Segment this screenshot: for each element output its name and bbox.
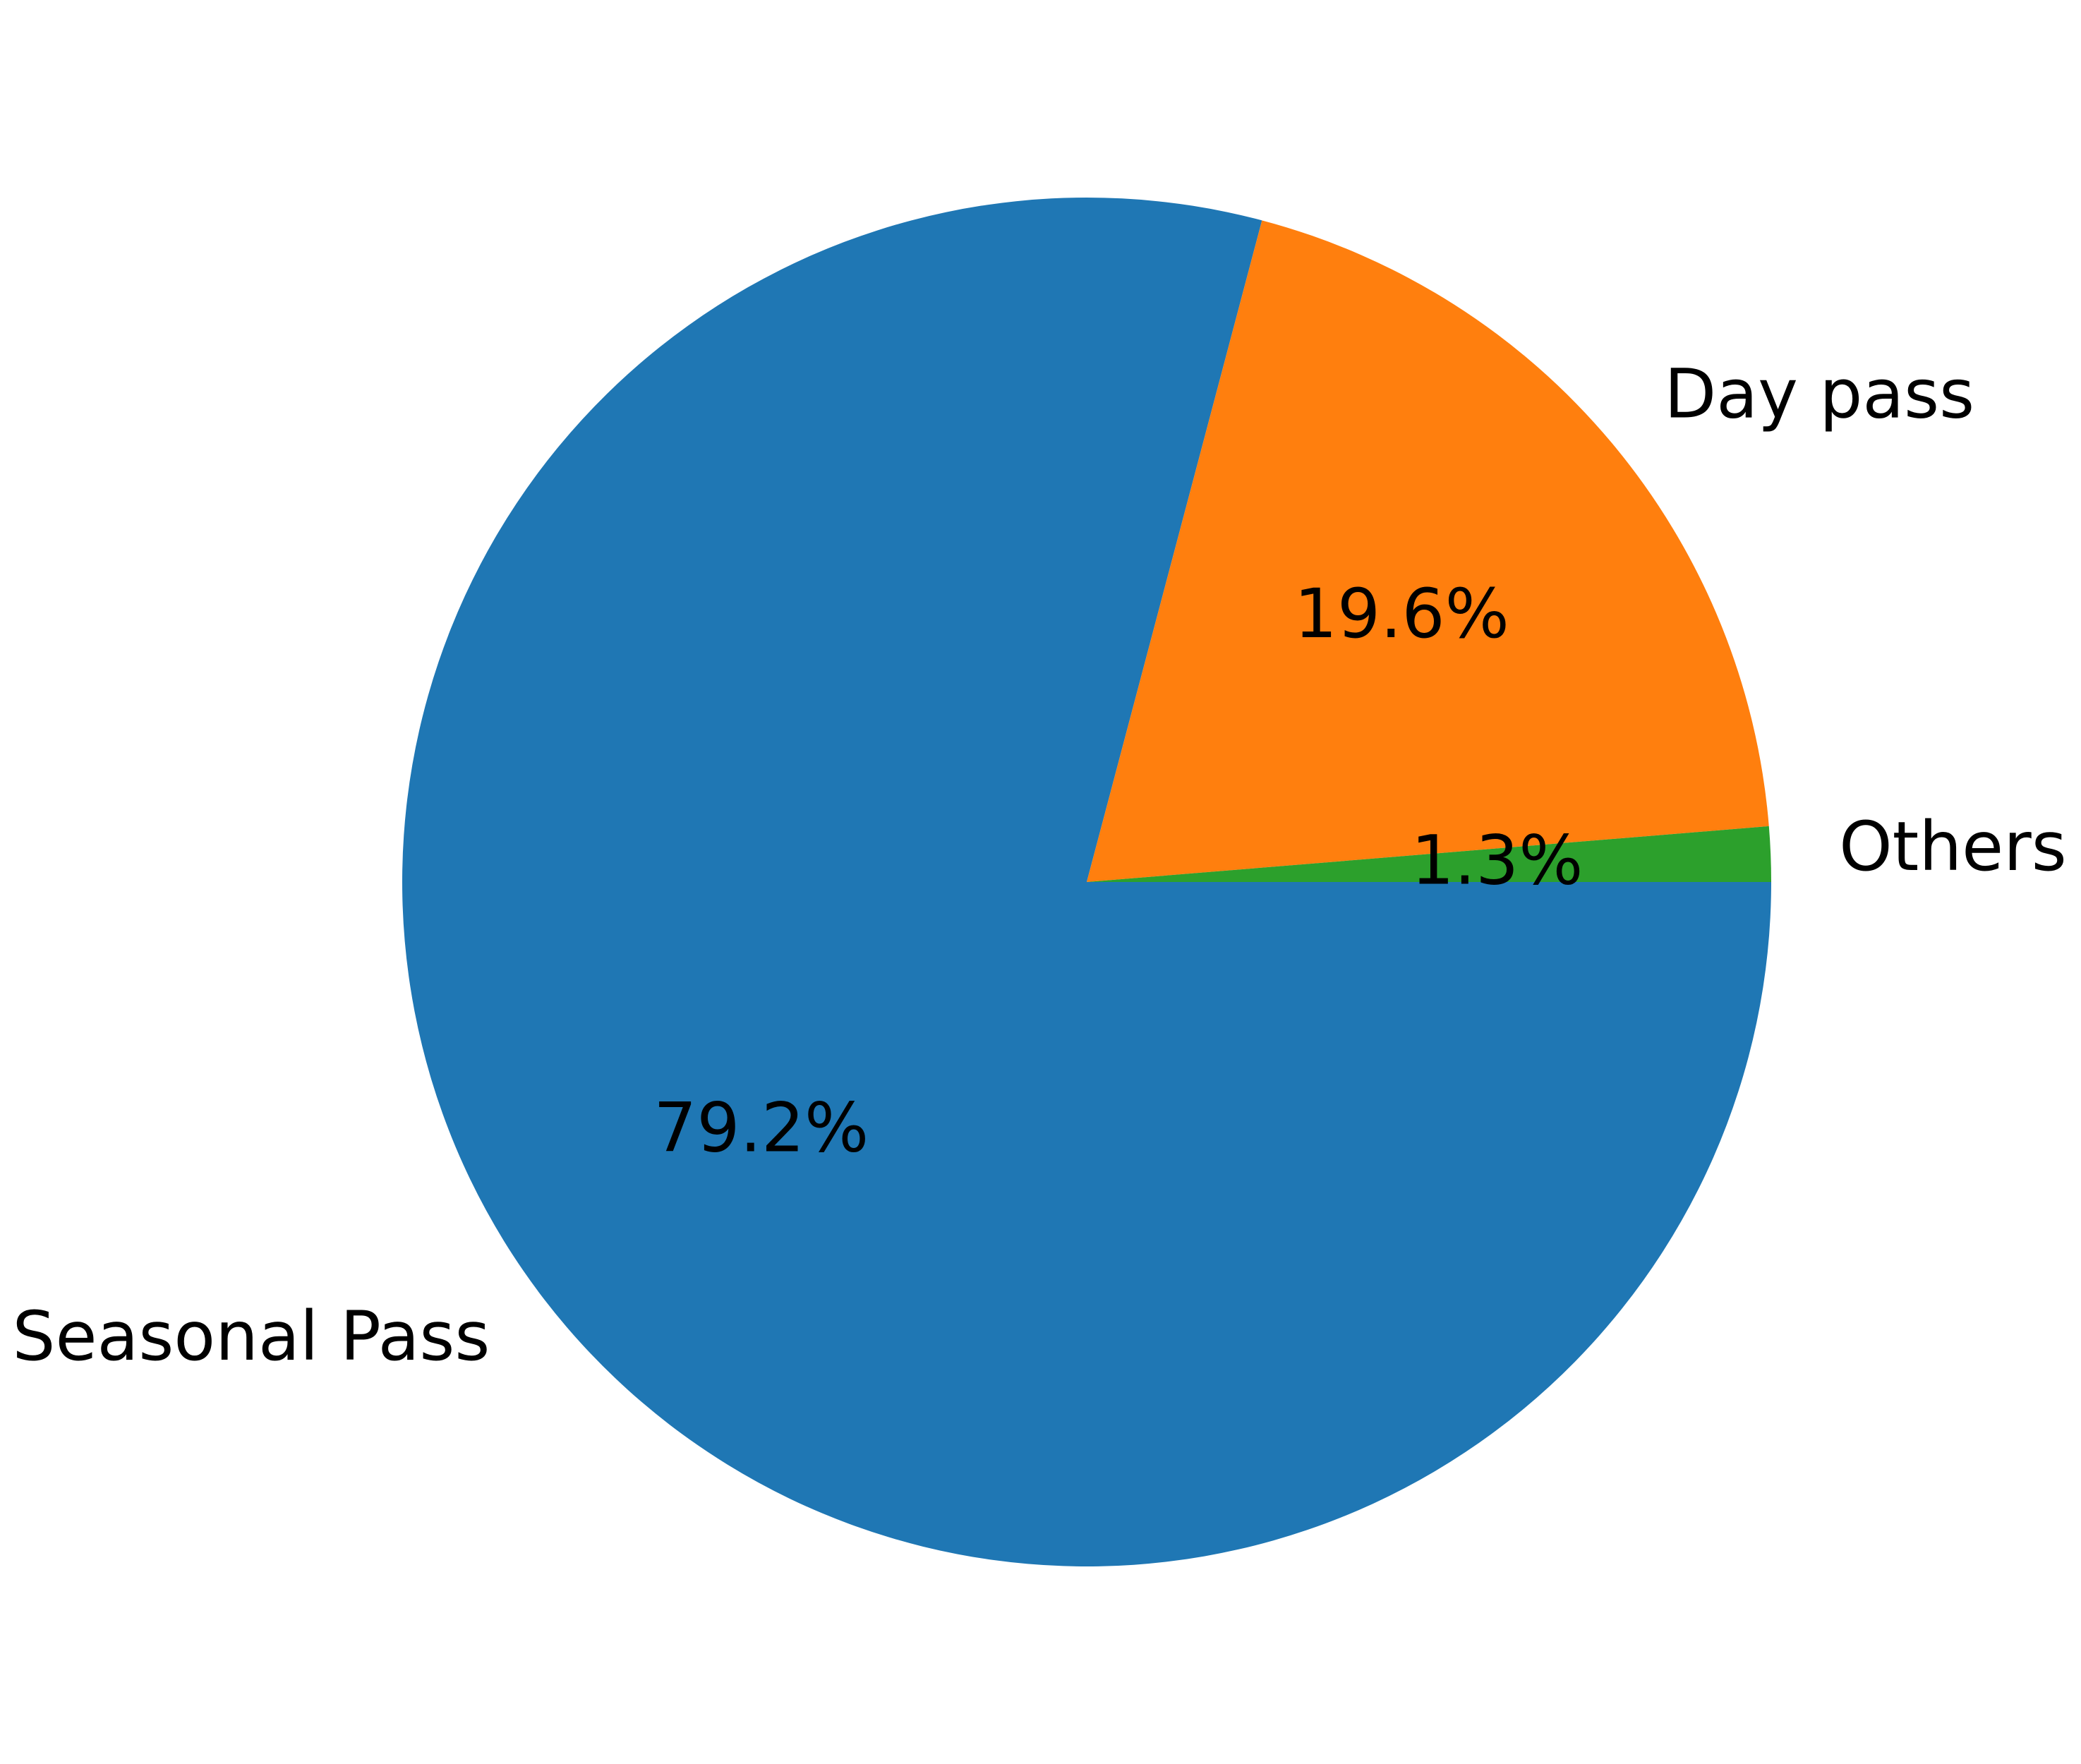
pie-slice-others [1087, 826, 1771, 882]
pie-slices [402, 198, 1771, 1566]
percent-label-others: 1.3% [1411, 821, 1584, 900]
slice-label-day-pass: Day pass [1664, 355, 1974, 434]
percent-label-day-pass: 19.6% [1294, 574, 1509, 653]
percent-label-seasonal-pass: 79.2% [653, 1088, 869, 1167]
slice-label-seasonal-pass: Seasonal Pass [13, 1297, 490, 1376]
pie-slice-seasonal-pass [402, 198, 1771, 1566]
pie-slice-day-pass [1087, 220, 1769, 882]
slice-label-others: Others [1839, 807, 2067, 886]
pie-labels: Seasonal Pass 79.2% Day pass 19.6% Others 1.3… [13, 355, 2067, 1376]
